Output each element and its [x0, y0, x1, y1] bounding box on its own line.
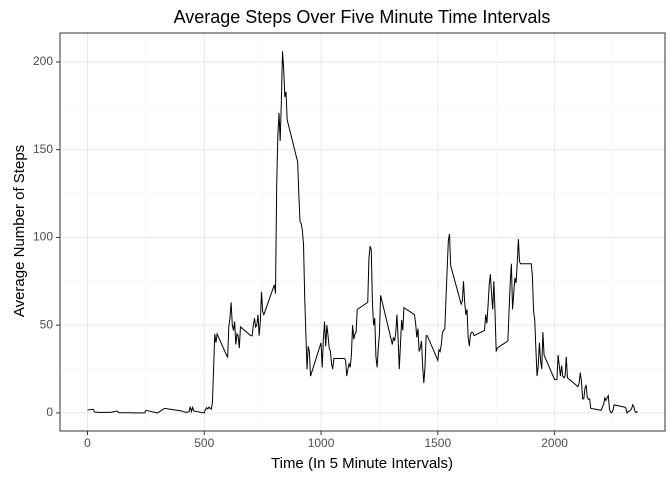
x-tick-label: 1000	[308, 436, 335, 450]
x-axis-title: Time (In 5 Minute Intervals)	[271, 455, 453, 472]
panel-border	[59, 32, 666, 432]
y-tick-label: 0	[46, 405, 53, 419]
x-tick-label: 0	[84, 436, 91, 450]
y-tick-label: 200	[33, 54, 53, 68]
data-line	[87, 51, 638, 415]
chart-title: Average Steps Over Five Minute Time Inte…	[174, 7, 551, 27]
x-tick-label: 2000	[541, 436, 568, 450]
y-tick-label: 150	[33, 142, 53, 156]
x-tick-label: 1500	[424, 436, 451, 450]
y-axis-title: Average Number of Steps	[11, 145, 28, 317]
y-tick-label: 100	[33, 230, 53, 244]
x-tick-label: 500	[194, 436, 214, 450]
y-tick-label: 50	[40, 317, 54, 331]
